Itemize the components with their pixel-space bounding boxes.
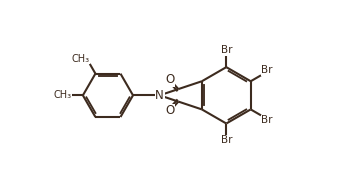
Text: O: O [165, 104, 175, 117]
Text: CH₃: CH₃ [54, 90, 72, 100]
Text: Br: Br [221, 45, 232, 55]
Text: Br: Br [261, 65, 272, 75]
Text: N: N [155, 89, 164, 102]
Text: CH₃: CH₃ [72, 54, 90, 64]
Text: Br: Br [221, 135, 232, 145]
Text: Br: Br [261, 115, 272, 125]
Text: O: O [165, 73, 175, 86]
